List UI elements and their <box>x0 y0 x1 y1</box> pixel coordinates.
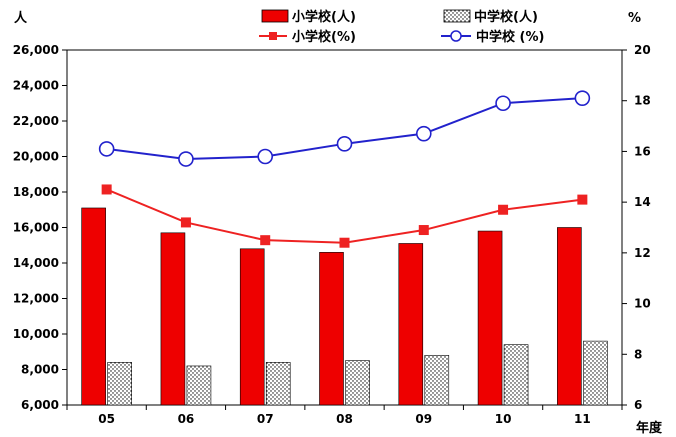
legend-label-elementary-pct: 小学校(%) <box>292 29 356 45</box>
left-tick-label: 8,000 <box>21 363 59 377</box>
elementary-pct-point <box>577 194 588 205</box>
bar-elementary-count <box>398 243 424 406</box>
x-tick-label: 06 <box>178 412 195 426</box>
legend-label-elementary-count: 小学校(人) <box>292 9 356 25</box>
left-tick-label: 20,000 <box>13 150 59 164</box>
junior-pct-point <box>98 141 115 157</box>
right-tick-label: 18 <box>634 94 651 108</box>
right-tick-label: 16 <box>634 144 651 158</box>
junior-pct-point <box>178 151 194 167</box>
junior-pct-point <box>574 90 591 106</box>
elementary-pct-point <box>339 237 350 248</box>
plot-area: 6,000 8,000 10,000 12,000 14,000 16,000 18,000… <box>13 43 651 426</box>
bar-elementary-count <box>557 227 582 406</box>
bar-elementary-count <box>319 252 344 406</box>
x-tick-label: 07 <box>257 412 274 426</box>
elementary-pct-point <box>101 184 112 195</box>
legend-label-junior-pct: 中学校 (%) <box>476 29 544 45</box>
left-tick-label: 6,000 <box>21 398 59 412</box>
elementary-pct-point <box>498 204 509 215</box>
x-tick-label: 09 <box>415 412 432 426</box>
x-tick-label: 08 <box>336 412 353 426</box>
right-tick-label: 10 <box>634 297 651 311</box>
legend-label-junior-count: 中学校(人) <box>474 9 538 25</box>
x-axis-label: 年度 <box>636 420 663 436</box>
right-axis-unit: % <box>628 11 641 26</box>
bar-junior-count <box>265 362 291 406</box>
left-tick-label: 22,000 <box>13 114 59 128</box>
legend-swatch-elementary-count <box>261 9 289 23</box>
right-tick-label: 8 <box>634 347 642 361</box>
x-tick-label: 11 <box>574 412 591 426</box>
bar-junior-count <box>186 365 212 406</box>
bar-elementary-count <box>239 248 265 406</box>
bar-elementary-count <box>477 230 503 406</box>
elementary-pct-point <box>260 235 271 246</box>
right-tick-label: 20 <box>634 43 651 57</box>
x-tick-label: 05 <box>98 412 115 426</box>
legend-marker-elementary-pct <box>269 32 277 40</box>
junior-pct-point <box>415 125 432 142</box>
elementary-pct-point <box>418 225 429 236</box>
bar-junior-count <box>583 340 608 406</box>
bar-junior-count <box>107 362 132 406</box>
bar-junior-count <box>345 360 370 406</box>
bar-elementary-count <box>160 232 186 406</box>
left-tick-label: 18,000 <box>13 185 59 199</box>
plot-frame <box>66 49 623 406</box>
right-tick-label: 14 <box>634 195 651 209</box>
junior-pct-point <box>495 95 511 112</box>
right-tick-label: 12 <box>634 246 651 260</box>
left-tick-label: 24,000 <box>13 79 59 93</box>
legend-swatch-junior-count <box>443 9 471 23</box>
legend-marker-junior-pct <box>450 30 462 42</box>
left-tick-label: 12,000 <box>13 292 59 306</box>
elementary-pct-point <box>180 217 191 228</box>
bar-junior-count <box>503 344 529 406</box>
x-tick-label: 10 <box>495 412 512 426</box>
left-tick-label: 16,000 <box>13 221 59 235</box>
junior-pct-point <box>336 136 353 152</box>
right-tick-label: 6 <box>634 398 642 412</box>
left-axis-unit: 人 <box>14 10 28 26</box>
left-tick-label: 26,000 <box>13 43 59 57</box>
bar-junior-count <box>424 354 450 406</box>
left-tick-label: 14,000 <box>13 256 59 270</box>
junior-pct-point <box>257 148 274 165</box>
legend: 小学校(人) 中学校(人) 小学校(%) 中学校 (%) <box>259 9 544 45</box>
left-tick-label: 10,000 <box>13 327 59 341</box>
bar-elementary-count <box>81 207 106 406</box>
